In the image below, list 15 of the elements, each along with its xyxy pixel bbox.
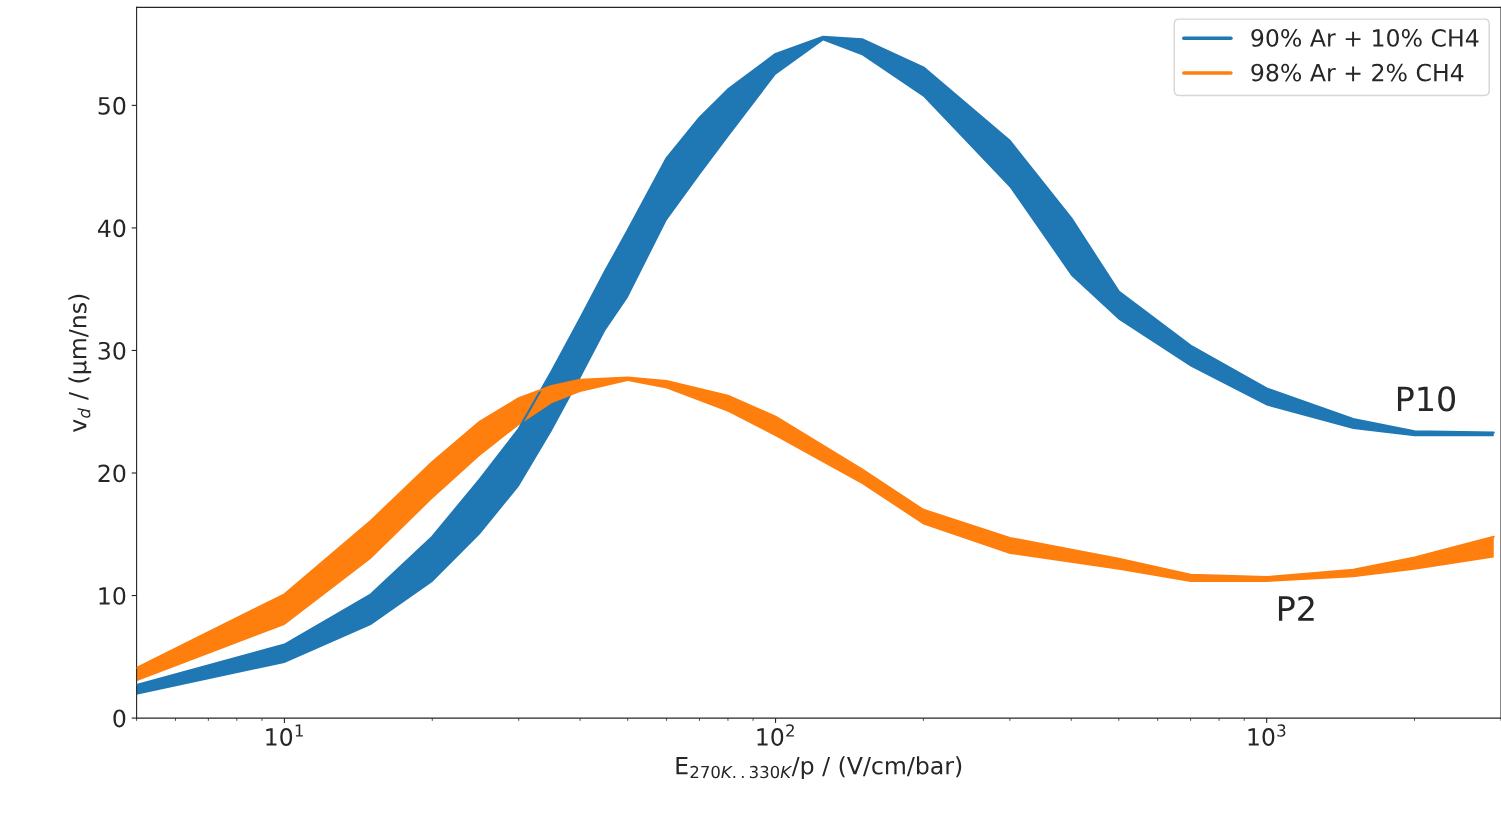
y-tick-label: 20	[98, 464, 126, 483]
annotation: P10	[1397, 386, 1455, 412]
y-tick-label: 50	[98, 96, 126, 115]
y-tick-label: 10	[99, 586, 126, 605]
y-tick-label: 0	[113, 709, 126, 728]
x-tick-label: 10$^{1}$	[266, 724, 303, 746]
y-tick-label: 40	[97, 219, 126, 238]
x-tick-label: 10$^{3}$	[1248, 724, 1286, 746]
y-tick-label: 30	[98, 341, 126, 360]
x-axis-title: E$_{270K..330K}$/p / (V/cm/bar)	[676, 756, 962, 780]
legend-label: 98% Ar + 2% CH4	[1251, 63, 1464, 82]
legend-label: 90% Ar + 10% CH4	[1251, 29, 1479, 47]
annotation: P2	[1278, 595, 1314, 621]
y-axis-title: v$_{d}$ / (µm/ns)	[68, 294, 92, 433]
x-tick-label: 10$^{2}$	[757, 724, 794, 746]
